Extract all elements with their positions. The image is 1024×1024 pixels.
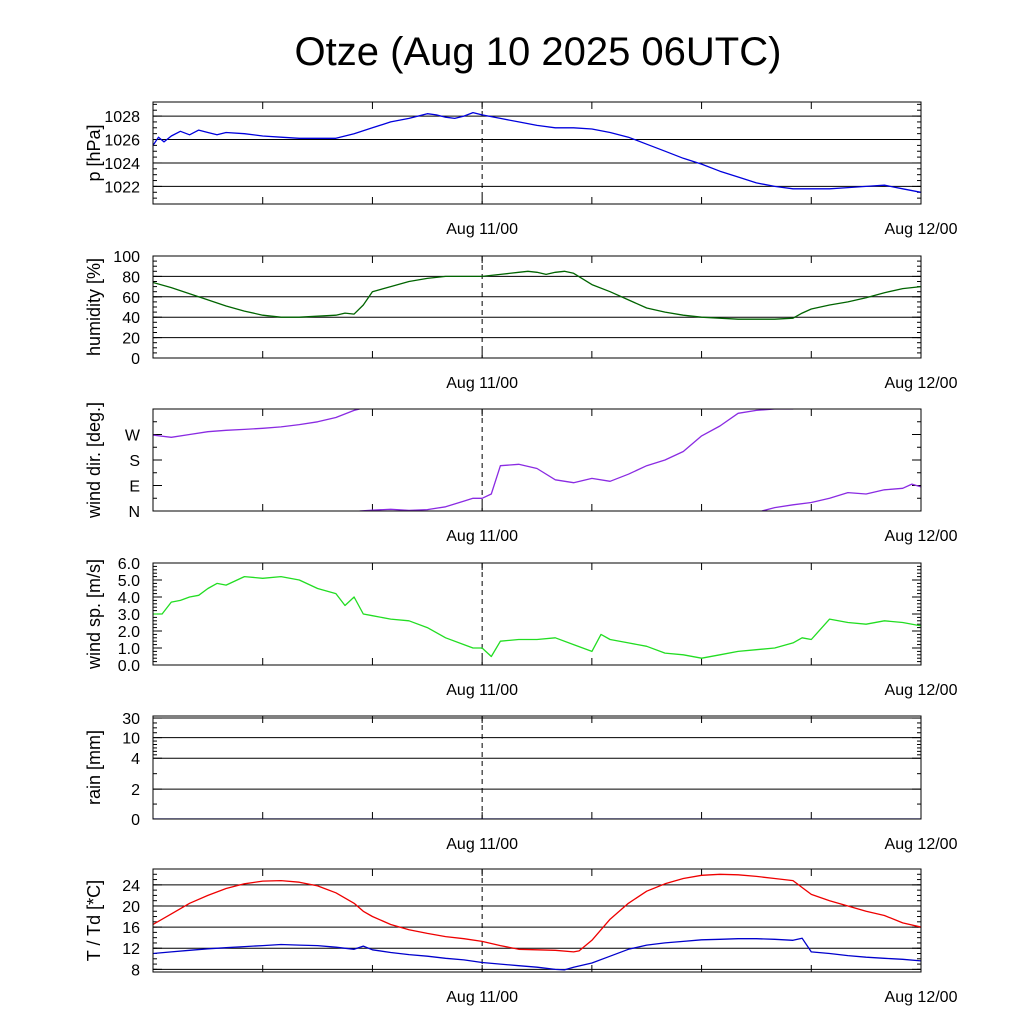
- wind_direction-frame: [152, 408, 922, 512]
- rain-xtick-label: Aug 12/00: [885, 836, 958, 853]
- humidity-ylabel: humidity [%]: [84, 258, 104, 356]
- rain-frame: [152, 715, 922, 820]
- wind_direction-ytick-label: W: [125, 428, 141, 445]
- wind_speed-ytick-label: 5.0: [118, 573, 140, 590]
- temperature-frame: [152, 868, 922, 973]
- humidity-ytick-label: 0: [131, 351, 140, 368]
- pressure-ytick-label: 1024: [104, 156, 140, 173]
- temperature-ytick-label: 20: [122, 899, 140, 916]
- pressure-series-0: [153, 111, 921, 193]
- rain-ytick-label: 0: [131, 812, 140, 829]
- rain-ytick-label: 4: [131, 751, 140, 768]
- temperature-xtick-label: Aug 11/00: [446, 989, 518, 1006]
- wind_direction-series-1: [359, 409, 794, 511]
- pressure-ytick-label: 1028: [104, 109, 140, 126]
- humidity-ytick-label: 100: [113, 249, 140, 266]
- pressure-xtick-label: Aug 12/00: [885, 221, 958, 238]
- panel-temperature: 8 12 16 20 24 T / Td [*C] Aug 11/00 Aug 12/00: [84, 868, 958, 1006]
- wind_direction-series-0: [153, 409, 360, 438]
- panel-rain: 0 2 4 10 30 rain [mm] Aug 11/00 Aug 12/00: [84, 711, 958, 853]
- temperature-ytick-label: 24: [122, 878, 140, 895]
- temperature-ylabel: T / Td [*C]: [84, 880, 104, 961]
- wind_direction-series-2: [761, 483, 921, 511]
- humidity-series-0: [153, 270, 921, 320]
- humidity-xtick-label: Aug 11/00: [446, 375, 518, 392]
- wind_direction-ytick-label: S: [129, 453, 140, 470]
- wind_direction-ytick-label: E: [129, 479, 140, 496]
- panel-wind_speed: 0.01.02.03.04.05.06.0 wind sp. [m/s] Aug 1…: [84, 556, 958, 699]
- rain-ylabel: rain [mm]: [84, 730, 104, 805]
- pressure-ytick-label: 1022: [104, 179, 140, 196]
- wind_direction-xtick-label: Aug 11/00: [446, 528, 518, 545]
- wind_speed-ytick-label: 2.0: [118, 624, 140, 641]
- rain-ytick-label: 2: [131, 782, 140, 799]
- pressure-ytick-label: 1026: [104, 133, 140, 150]
- panel-humidity: 0 20 40 60 80 100 humidity [%] Aug 11/00 Aug 12/…: [84, 249, 958, 392]
- rain-xtick-label: Aug 11/00: [446, 836, 518, 853]
- wind_direction-ylabel: wind dir. [deg.]: [84, 402, 104, 519]
- temperature-ytick-label: 16: [122, 920, 140, 937]
- wind_speed-xtick-label: Aug 12/00: [885, 682, 958, 699]
- temperature-ytick-label: 12: [122, 941, 140, 958]
- wind_direction-xtick-label: Aug 12/00: [885, 528, 958, 545]
- rain-ytick-label: 10: [122, 731, 140, 748]
- pressure-xtick-label: Aug 11/00: [446, 221, 518, 238]
- temperature-ytick-label: 8: [131, 962, 140, 979]
- wind_direction-ytick-label: N: [128, 504, 140, 521]
- humidity-ytick-label: 40: [122, 310, 140, 327]
- chart-title: Otze (Aug 10 2025 06UTC): [295, 30, 782, 74]
- wind_speed-ytick-label: 6.0: [118, 556, 140, 573]
- humidity-frame: [152, 255, 922, 359]
- humidity-ytick-label: 60: [122, 290, 140, 307]
- wind_speed-ylabel: wind sp. [m/s]: [84, 559, 104, 670]
- temperature-xtick-label: Aug 12/00: [885, 989, 958, 1006]
- humidity-ytick-label: 20: [122, 331, 140, 348]
- wind_speed-frame: [152, 562, 922, 666]
- wind_speed-ytick-label: 0.0: [118, 658, 140, 675]
- pressure-frame: [152, 101, 922, 205]
- humidity-xtick-label: Aug 12/00: [885, 375, 958, 392]
- wind_speed-ytick-label: 3.0: [118, 607, 140, 624]
- humidity-ytick-label: 80: [122, 269, 140, 286]
- pressure-ylabel: p [hPa]: [84, 124, 104, 181]
- wind_speed-series-0: [153, 575, 921, 659]
- wind_speed-ytick-label: 1.0: [118, 641, 140, 658]
- rain-ytick-label: 30: [122, 711, 140, 728]
- temperature-series-0: [153, 873, 921, 953]
- wind_speed-ytick-label: 4.0: [118, 590, 140, 607]
- temperature-series-1: [153, 937, 921, 971]
- wind_speed-xtick-label: Aug 11/00: [446, 682, 518, 699]
